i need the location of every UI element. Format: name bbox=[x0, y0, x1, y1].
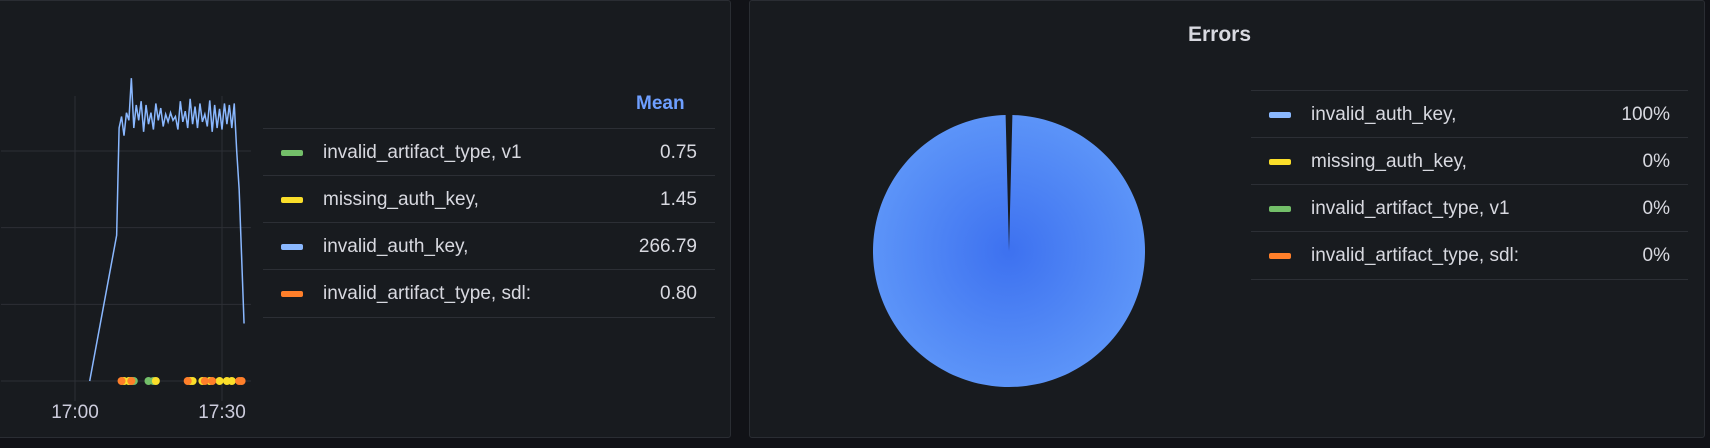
legend-item[interactable]: invalid_artifact_type, sdl: 0.80 bbox=[263, 269, 715, 318]
legend-label: invalid_auth_key, bbox=[1311, 103, 1457, 125]
legend-label: invalid_artifact_type, v1 bbox=[323, 141, 522, 163]
legend-value: 266.79 bbox=[638, 235, 697, 257]
series-point bbox=[200, 377, 209, 385]
legend-item[interactable]: missing_auth_key, 1.45 bbox=[263, 175, 715, 223]
legend-color-swatch bbox=[281, 149, 303, 156]
panel-title: Errors bbox=[1188, 23, 1252, 46]
legend-color-swatch bbox=[281, 290, 303, 297]
x-tick-label: 17:00 bbox=[51, 402, 99, 423]
legend-value: 0.80 bbox=[660, 282, 697, 304]
series-point bbox=[227, 377, 236, 385]
pie-slice[interactable] bbox=[873, 115, 1145, 388]
timeseries-legend: invalid_artifact_type, v1 0.75 missing_aut… bbox=[263, 128, 715, 318]
legend-label: missing_auth_key, bbox=[1311, 150, 1467, 172]
legend-value: 100% bbox=[1621, 103, 1670, 125]
series-point bbox=[215, 377, 224, 385]
legend-item[interactable]: invalid_auth_key, 100% bbox=[1251, 90, 1688, 138]
errors-panel: Errors invalid_auth_key, 100% missing_auth… bbox=[749, 0, 1705, 438]
legend-item[interactable]: missing_auth_key, 0% bbox=[1251, 137, 1688, 185]
legend-item[interactable]: invalid_artifact_type, v1 0% bbox=[1251, 184, 1688, 232]
series-point bbox=[117, 377, 126, 385]
legend-value: 0% bbox=[1642, 150, 1670, 172]
legend-color-swatch bbox=[1269, 111, 1291, 118]
series-point bbox=[183, 377, 192, 385]
legend-value: 0% bbox=[1642, 244, 1670, 266]
pie-legend: invalid_auth_key, 100% missing_auth_key, 0%… bbox=[1251, 90, 1688, 280]
legend-label: invalid_artifact_type, sdl: bbox=[1311, 244, 1520, 266]
series-point bbox=[127, 377, 136, 385]
legend-item[interactable]: invalid_artifact_type, sdl: 0% bbox=[1251, 231, 1688, 280]
timeseries-panel: 17:00 17:30 Mean invalid_artifact_type, v… bbox=[0, 0, 731, 438]
legend-value: 1.45 bbox=[660, 188, 697, 210]
legend-color-swatch bbox=[281, 243, 303, 250]
legend-label: invalid_auth_key, bbox=[323, 235, 469, 257]
series-point bbox=[237, 377, 246, 385]
legend-value: 0.75 bbox=[660, 141, 697, 163]
series-point bbox=[208, 377, 217, 385]
x-tick-label: 17:30 bbox=[198, 402, 246, 423]
series-line bbox=[88, 78, 245, 382]
series-point bbox=[151, 377, 160, 385]
pie-chart bbox=[873, 115, 1145, 388]
legend-color-swatch bbox=[281, 196, 303, 203]
legend-color-swatch bbox=[1269, 158, 1291, 165]
legend-label: missing_auth_key, bbox=[323, 188, 479, 210]
legend-color-swatch bbox=[1269, 205, 1291, 212]
legend-item[interactable]: invalid_auth_key, 266.79 bbox=[263, 222, 715, 270]
legend-item[interactable]: invalid_artifact_type, v1 0.75 bbox=[263, 128, 715, 176]
legend-header-mean[interactable]: Mean bbox=[636, 93, 685, 114]
timeseries-chart: 17:00 17:30 bbox=[1, 78, 251, 423]
legend-color-swatch bbox=[1269, 252, 1291, 259]
legend-label: invalid_artifact_type, v1 bbox=[1311, 197, 1510, 219]
legend-label: invalid_artifact_type, sdl: bbox=[323, 282, 532, 304]
legend-value: 0% bbox=[1642, 197, 1670, 219]
